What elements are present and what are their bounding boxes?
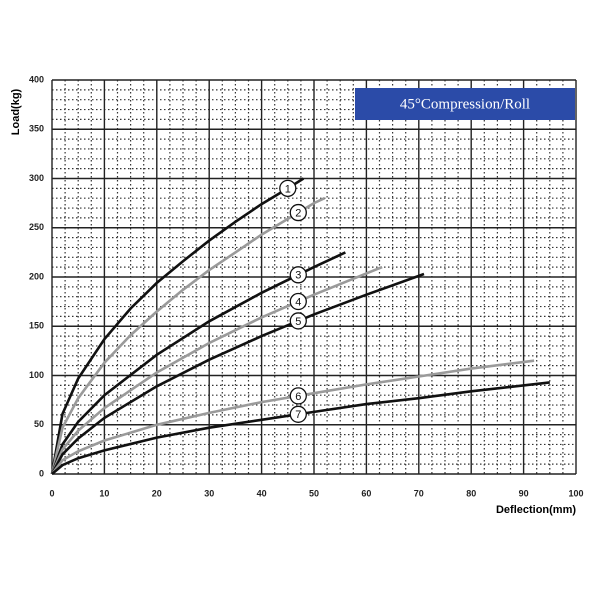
series-line	[51, 381, 550, 475]
x-tick-label: 0	[49, 488, 54, 498]
y-tick-label: 400	[29, 74, 44, 84]
x-tick-label: 20	[152, 488, 162, 498]
legend-label: 4	[295, 296, 301, 308]
x-tick-label: 60	[361, 488, 371, 498]
legend-marker	[289, 387, 307, 405]
title-box	[355, 88, 575, 120]
y-tick-label: 350	[29, 124, 44, 134]
legend-label: 1	[285, 183, 291, 195]
x-tick-label: 30	[204, 488, 214, 498]
x-tick-label: 80	[466, 488, 476, 498]
y-tick-label: 200	[29, 271, 44, 281]
legend-marker	[289, 405, 307, 423]
x-tick-label: 100	[568, 488, 583, 498]
chart-title: 45°Compression/Roll	[400, 96, 530, 112]
x-tick-label: 70	[414, 488, 424, 498]
series-line	[50, 359, 535, 475]
x-tick-label: 90	[519, 488, 529, 498]
legend-marker	[289, 312, 307, 330]
y-tick-label: 150	[29, 321, 44, 331]
y-tick-label: 250	[29, 222, 44, 232]
legend-marker	[289, 292, 307, 311]
y-tick-label: 50	[34, 419, 44, 429]
legend-label: 5	[295, 316, 301, 328]
legend-marker	[279, 179, 297, 198]
legend-marker	[289, 203, 307, 222]
x-tick-label: 40	[257, 488, 267, 498]
legend-label: 2	[295, 207, 301, 219]
legend-label: 3	[295, 270, 301, 282]
y-tick-label: 300	[29, 173, 44, 183]
legend-label: 6	[295, 391, 301, 403]
y-tick-label: 0	[39, 468, 44, 478]
series-line	[50, 177, 305, 475]
x-axis-label: Deflection(mm)	[496, 504, 576, 516]
y-axis-label: Load(kg)	[10, 88, 22, 135]
legend-label: 7	[295, 409, 301, 421]
series-line	[50, 272, 425, 475]
legend-marker	[289, 266, 307, 284]
y-tick-label: 100	[29, 370, 44, 380]
x-tick-label: 10	[99, 488, 109, 498]
x-tick-label: 50	[309, 488, 319, 498]
series-line	[50, 197, 326, 475]
